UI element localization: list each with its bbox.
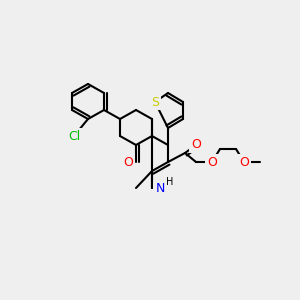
Text: H: H [166,177,174,187]
Text: S: S [151,95,159,109]
Text: O: O [207,155,217,169]
Text: O: O [239,155,249,169]
Text: O: O [123,155,133,169]
Text: N: N [155,182,165,194]
Text: O: O [191,139,201,152]
Text: Cl: Cl [68,130,80,142]
